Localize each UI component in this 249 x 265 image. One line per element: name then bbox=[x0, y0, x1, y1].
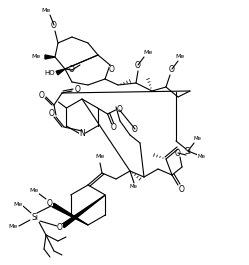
Text: Me: Me bbox=[29, 188, 39, 193]
Text: O: O bbox=[51, 20, 57, 29]
Text: Me: Me bbox=[95, 154, 105, 160]
Bar bbox=[39, 92, 45, 98]
Text: Me: Me bbox=[143, 51, 153, 55]
Bar bbox=[29, 188, 39, 193]
Bar bbox=[41, 7, 51, 12]
Bar bbox=[43, 70, 55, 76]
Text: O: O bbox=[179, 184, 185, 193]
Bar bbox=[179, 186, 185, 192]
Text: Me: Me bbox=[193, 135, 201, 140]
Bar bbox=[57, 224, 63, 230]
Bar bbox=[135, 62, 141, 68]
Bar bbox=[129, 184, 138, 189]
Text: O: O bbox=[47, 198, 53, 207]
Text: O: O bbox=[57, 223, 63, 232]
Text: Si: Si bbox=[185, 147, 191, 156]
Bar bbox=[192, 135, 202, 140]
Text: Si: Si bbox=[32, 214, 39, 223]
Text: Me: Me bbox=[32, 55, 41, 60]
Bar bbox=[111, 125, 117, 131]
Bar bbox=[31, 55, 41, 60]
Text: Me: Me bbox=[198, 153, 206, 158]
Bar bbox=[8, 223, 18, 228]
Bar bbox=[109, 66, 115, 72]
Text: Me: Me bbox=[130, 184, 138, 189]
Text: O: O bbox=[169, 64, 175, 73]
Bar bbox=[31, 214, 39, 222]
Bar bbox=[69, 67, 75, 73]
Text: N: N bbox=[79, 129, 85, 138]
Text: O: O bbox=[39, 91, 45, 99]
Text: O: O bbox=[132, 125, 138, 134]
Text: O: O bbox=[49, 108, 55, 117]
Text: Me: Me bbox=[175, 55, 185, 60]
Polygon shape bbox=[62, 195, 105, 228]
Text: O: O bbox=[109, 64, 115, 73]
Bar bbox=[184, 148, 192, 154]
Text: O: O bbox=[69, 65, 75, 74]
Text: O: O bbox=[111, 123, 117, 132]
Bar bbox=[175, 55, 185, 60]
Text: HO: HO bbox=[44, 70, 55, 76]
Bar bbox=[132, 126, 138, 132]
Bar bbox=[175, 150, 181, 156]
Bar bbox=[79, 130, 85, 136]
Polygon shape bbox=[56, 69, 65, 75]
Text: O: O bbox=[75, 85, 81, 94]
Text: Me: Me bbox=[41, 7, 51, 12]
Polygon shape bbox=[45, 55, 55, 59]
Text: Me: Me bbox=[14, 202, 23, 207]
Text: O: O bbox=[175, 148, 181, 157]
Bar bbox=[197, 153, 207, 158]
Text: Me: Me bbox=[9, 223, 18, 228]
Bar bbox=[75, 86, 81, 92]
Bar bbox=[95, 154, 105, 160]
Bar bbox=[51, 22, 57, 28]
Bar bbox=[49, 110, 55, 116]
Bar bbox=[169, 66, 175, 72]
Bar bbox=[117, 107, 123, 113]
Bar bbox=[143, 51, 153, 55]
Text: O: O bbox=[117, 105, 123, 114]
Text: O: O bbox=[135, 60, 141, 69]
Polygon shape bbox=[52, 203, 88, 225]
Bar bbox=[47, 200, 53, 206]
Bar bbox=[13, 202, 23, 207]
